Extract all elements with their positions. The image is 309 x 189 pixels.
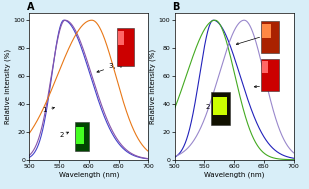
Text: 1: 1 <box>42 107 54 113</box>
Text: A: A <box>27 2 35 12</box>
Text: 1: 1 <box>236 32 269 45</box>
Text: 2: 2 <box>205 96 217 111</box>
Text: 3, 4: 3, 4 <box>254 82 278 88</box>
Bar <box>117 28 134 66</box>
Bar <box>76 127 84 144</box>
Bar <box>261 21 279 53</box>
X-axis label: Wavelength (nm): Wavelength (nm) <box>204 172 264 178</box>
Text: 2: 2 <box>60 132 69 138</box>
X-axis label: Wavelength (nm): Wavelength (nm) <box>59 172 119 178</box>
Bar <box>118 31 124 45</box>
Text: B: B <box>172 2 180 12</box>
Bar <box>262 24 271 38</box>
Y-axis label: Relative intensity (%): Relative intensity (%) <box>4 49 11 124</box>
Bar <box>261 59 279 91</box>
Bar <box>211 92 231 125</box>
Y-axis label: Relative intensity (%): Relative intensity (%) <box>150 49 156 124</box>
Bar <box>214 97 227 115</box>
Bar <box>74 122 89 151</box>
Text: 3, 4: 3, 4 <box>97 63 122 72</box>
Bar <box>262 61 268 73</box>
